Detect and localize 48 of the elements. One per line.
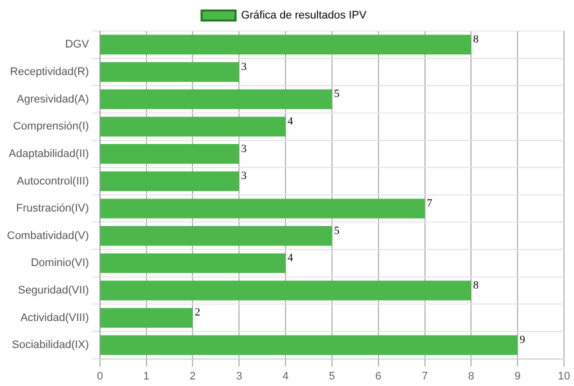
bar — [100, 335, 518, 356]
bar — [100, 198, 425, 218]
x-tick-label: 10 — [558, 370, 570, 382]
data-label: 5 — [334, 224, 340, 237]
bar — [100, 226, 332, 246]
bar — [100, 171, 240, 192]
y-tick-label: Dominio(VI) — [30, 257, 89, 270]
y-tick-label: Agresividad(A) — [16, 93, 89, 106]
data-label: 3 — [241, 60, 248, 73]
data-label: 9 — [520, 334, 526, 346]
x-tick-label: 5 — [328, 370, 336, 382]
y-tick-label: Seguridad(VII) — [18, 284, 89, 297]
x-tick-label: 4 — [282, 370, 289, 382]
x-tick-label: 8 — [468, 370, 474, 382]
bar — [100, 308, 193, 328]
data-label: 7 — [426, 197, 433, 210]
data-label: 3 — [241, 170, 248, 182]
y-tick-label: Comprensión(I) — [13, 120, 89, 133]
bar — [100, 280, 472, 300]
y-tick-label: Sociabilidad(IX) — [12, 339, 89, 352]
bar — [100, 62, 240, 82]
y-tick-label: Adaptabilidad(II) — [8, 148, 89, 160]
y-tick-label: Combatividad(V) — [7, 230, 89, 242]
x-tick-label: 3 — [236, 370, 242, 382]
y-tick-label: Actividad(VIII) — [20, 312, 89, 324]
data-label: 4 — [288, 252, 294, 264]
bar — [100, 116, 286, 136]
bar — [100, 34, 472, 55]
y-tick-label: Frustración(IV) — [16, 202, 89, 215]
data-label: 2 — [194, 306, 200, 319]
x-tick-label: 9 — [514, 370, 521, 382]
y-tick-label: Autocontrol(III) — [16, 175, 89, 188]
x-tick-label: 0 — [96, 370, 103, 382]
data-label: 8 — [473, 34, 480, 46]
data-label: 3 — [241, 142, 248, 155]
y-tick-label: Receptividad(R) — [10, 66, 89, 78]
x-tick-label: 2 — [190, 370, 196, 382]
x-tick-label: 7 — [422, 370, 428, 382]
data-label: 5 — [334, 88, 340, 100]
y-tick-label: DGV — [65, 38, 90, 51]
bar — [100, 253, 286, 274]
data-label: 4 — [288, 116, 294, 128]
x-tick-label: 1 — [143, 370, 150, 382]
legend-label: Gráfica de resultados IPV — [241, 10, 368, 22]
bar — [100, 89, 332, 110]
bar — [100, 144, 240, 164]
data-label: 8 — [473, 279, 480, 292]
x-tick-label: 6 — [375, 370, 382, 382]
